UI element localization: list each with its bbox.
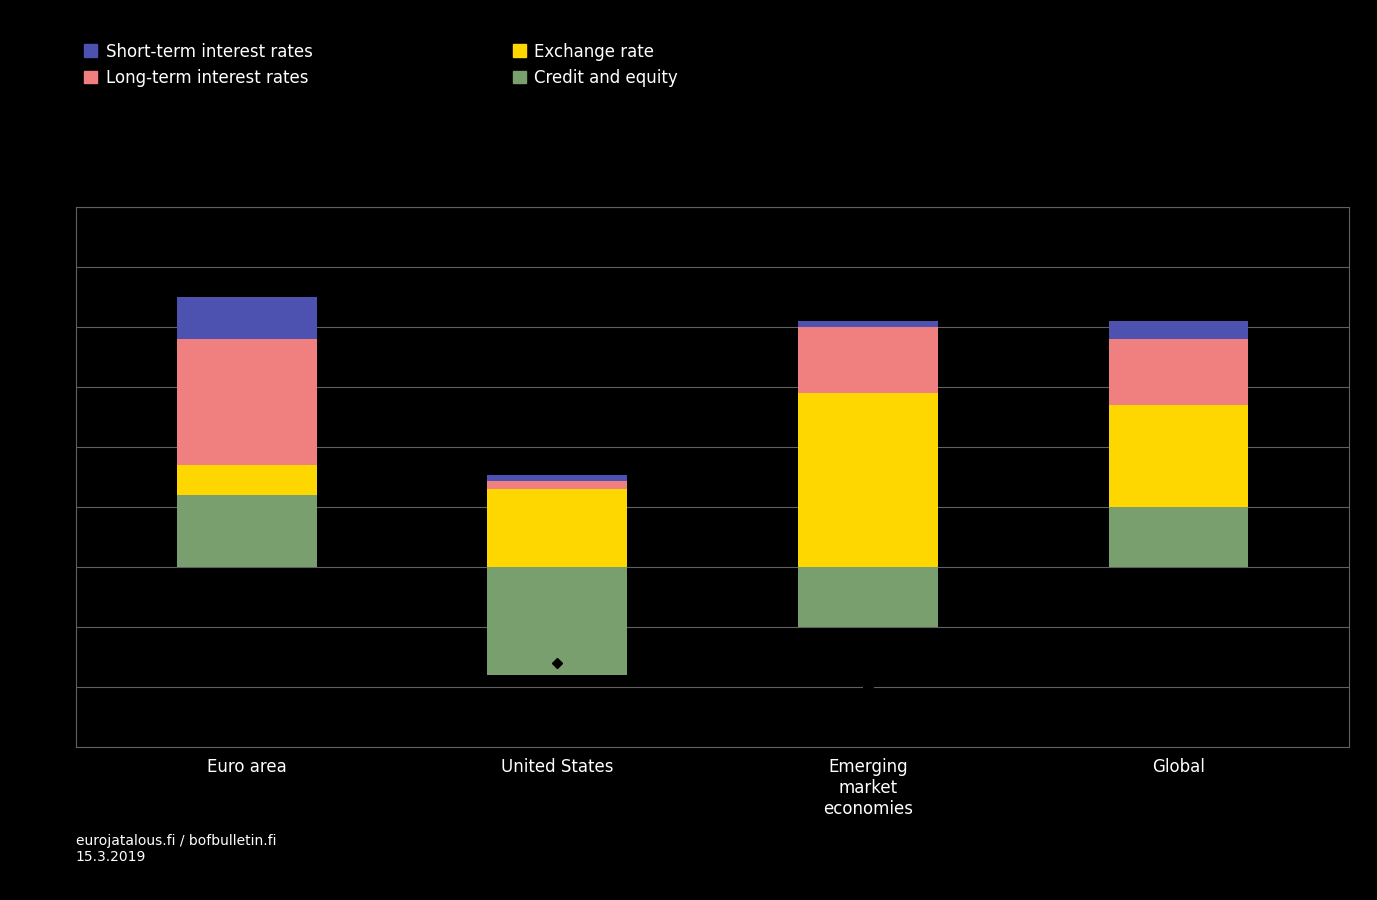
Bar (176, 465, 317, 495)
Bar (799, 327, 938, 393)
Bar (1108, 321, 1249, 339)
Bar (176, 495, 317, 567)
Text: eurojatalous.fi / bofbulletin.fi
15.3.2019: eurojatalous.fi / bofbulletin.fi 15.3.20… (76, 833, 277, 864)
Bar (1108, 405, 1249, 507)
Bar (1108, 507, 1249, 567)
Bar (487, 489, 627, 567)
Bar (487, 474, 627, 481)
Bar (487, 481, 627, 489)
Legend: Short-term interest rates, Long-term interest rates, Exchange rate, Credit and e: Short-term interest rates, Long-term int… (84, 42, 677, 87)
Bar (176, 339, 317, 465)
Bar (799, 567, 938, 627)
Bar (487, 567, 627, 675)
Bar (1108, 339, 1249, 405)
Bar (799, 321, 938, 327)
Bar (176, 297, 317, 339)
Bar (799, 393, 938, 567)
